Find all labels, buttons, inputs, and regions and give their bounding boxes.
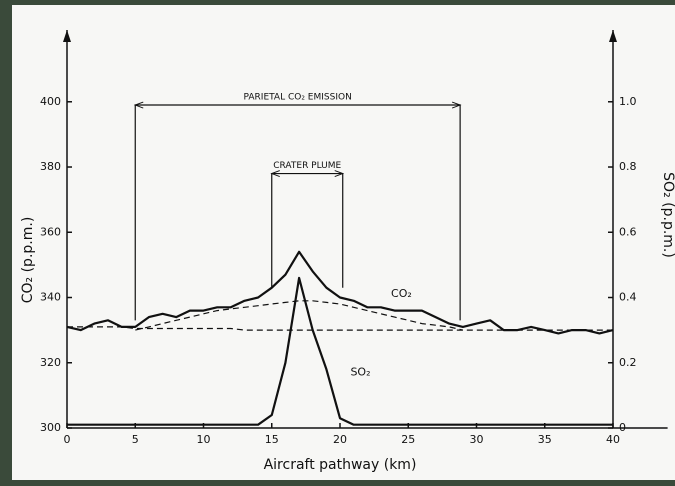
- y-tick-label: 380: [40, 160, 61, 173]
- y2-tick-label: 0.4: [619, 291, 637, 304]
- arrow-head: [133, 101, 144, 109]
- x-tick-label: 5: [132, 433, 139, 446]
- annotation-bracket: [271, 172, 344, 288]
- y-tick-label: 340: [40, 291, 61, 304]
- x-tick-label: 0: [64, 433, 71, 446]
- arrow-head: [334, 170, 345, 178]
- annotation-bracket: [134, 104, 461, 321]
- curve-label: SO₂: [350, 366, 370, 379]
- arrow-head: [451, 101, 462, 109]
- x-tick-label: 25: [401, 433, 415, 446]
- curve-label: CO₂: [391, 287, 412, 300]
- x-axis-title: Aircraft pathway (km): [264, 457, 417, 473]
- arrow-head: [270, 170, 280, 178]
- y-tick-label: 320: [40, 356, 61, 369]
- x-tick-label: 35: [538, 433, 552, 446]
- y2-tick-label: 0: [619, 421, 626, 434]
- y-tick-label: 360: [40, 225, 61, 238]
- y2-tick-label: 0.8: [619, 160, 637, 173]
- series-line: [66, 250, 614, 335]
- annotation-label: PARIETAL CO₂ EMISSION: [244, 93, 352, 103]
- x-tick-label: 20: [333, 433, 347, 446]
- y2-axis-title: SO₂ (p.p.m.): [660, 172, 675, 258]
- y2-tick-label: 0.6: [619, 225, 637, 238]
- dashed-line: [67, 326, 613, 331]
- x-tick-label: 15: [265, 433, 279, 446]
- axis-arrow: [609, 30, 617, 42]
- x-tick-label: 10: [197, 433, 211, 446]
- y-tick-label: 400: [40, 95, 61, 108]
- y2-tick-label: 1.0: [619, 95, 637, 108]
- x-tick-label: 40: [606, 433, 620, 446]
- y-tick-label: 300: [40, 421, 61, 434]
- annotation-label: CRATER PLUME: [273, 161, 341, 171]
- paper: [12, 5, 675, 480]
- y-axis-title: CO₂ (p.p.m.): [20, 217, 36, 304]
- y2-tick-label: 0.2: [619, 356, 637, 369]
- x-tick-label: 30: [470, 433, 484, 446]
- axis-arrow: [63, 30, 71, 42]
- series-line: [67, 276, 613, 426]
